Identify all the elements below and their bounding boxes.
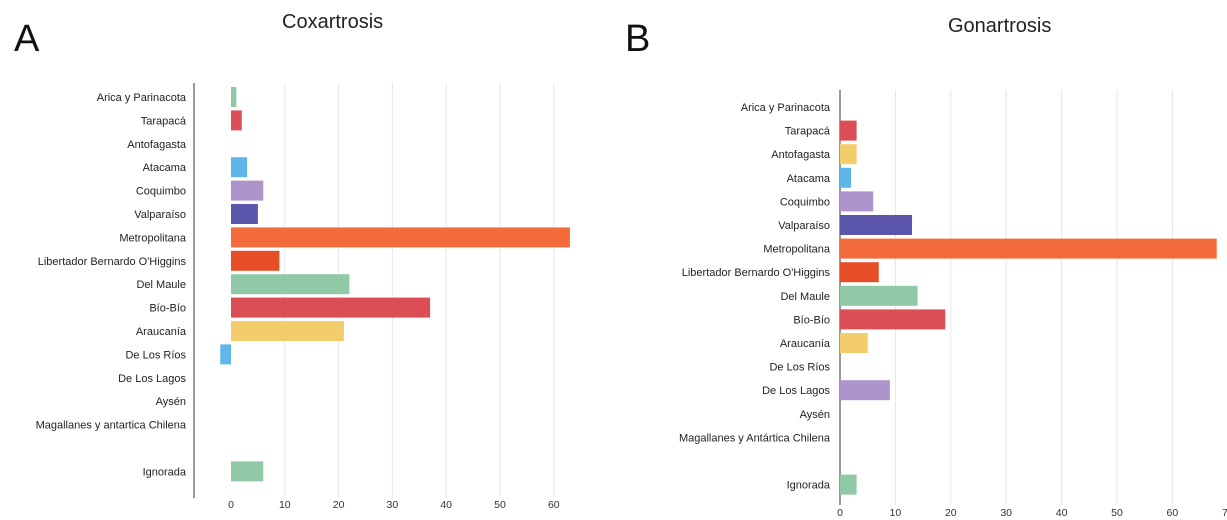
x-tick-label: 40 [440, 499, 452, 511]
category-label: Del Maule [136, 279, 186, 291]
x-tick-label: 60 [548, 499, 560, 511]
category-label: De Los Ríos [769, 362, 830, 374]
x-tick-label: 0 [228, 499, 234, 511]
category-label: Arica y Parinacota [97, 92, 187, 104]
category-label: Atacama [143, 162, 187, 174]
x-tick-label: 30 [387, 499, 399, 511]
bar [231, 227, 570, 248]
x-tick-label: 20 [333, 499, 345, 511]
category-label: Antofagasta [771, 149, 831, 161]
category-label: Valparaíso [134, 209, 186, 221]
category-label: Araucanía [136, 326, 187, 338]
category-label: De Los Ríos [125, 349, 186, 361]
category-label: Ignorada [787, 480, 831, 492]
bar [840, 474, 857, 495]
bar [231, 250, 280, 271]
category-label: Magallanes y antartica Chilena [36, 420, 187, 432]
bar [840, 309, 946, 330]
bar [840, 191, 874, 212]
category-label: Araucanía [780, 338, 831, 350]
category-label: Tarapacá [785, 126, 831, 138]
x-tick-label: 40 [1056, 507, 1068, 519]
x-tick-label: 50 [494, 499, 506, 511]
panel-letter: A [14, 18, 40, 60]
bar [840, 333, 868, 353]
category-label: Libertador Bernardo O'Higgins [682, 267, 831, 279]
category-label: Valparaíso [778, 220, 830, 232]
x-tick-label: 10 [279, 499, 291, 511]
bar-chart: Arica y Parinacota Tarapacá Antofagasta Ata… [679, 90, 1227, 519]
chart-title: Coxartrosis [282, 11, 384, 33]
bar [840, 167, 852, 188]
category-label: Magallanes y Antártica Chilena [679, 432, 831, 444]
bar [231, 87, 237, 107]
bar [231, 157, 248, 178]
bar [840, 262, 879, 283]
category-label: Ignorada [143, 466, 187, 478]
x-tick-label: 30 [1000, 507, 1012, 519]
bar [231, 461, 264, 482]
category-label: Coquimbo [136, 186, 186, 198]
bar [840, 285, 918, 306]
category-label: Atacama [787, 173, 831, 185]
chart-panel-coxartrosis: A Coxartrosis Arica y Parinacota Tarapacá… [0, 0, 610, 520]
category-label: Coquimbo [780, 196, 830, 208]
bar [231, 204, 258, 224]
bar [231, 321, 344, 341]
category-label: Tarapacá [141, 115, 187, 127]
category-label: Antofagasta [127, 139, 187, 151]
bar-chart: Arica y Parinacota Tarapacá Antofagasta Ata… [36, 83, 570, 511]
bar [840, 238, 1217, 259]
x-tick-label: 0 [837, 507, 843, 519]
x-tick-label: 60 [1167, 507, 1179, 519]
category-label: Bío-Bío [793, 314, 830, 326]
category-label: Metropolitana [763, 244, 831, 256]
category-label: Arica y Parinacota [741, 102, 831, 114]
chart-panel-gonartrosis: B Gonartrosis Arica y Parinacota Tarapacá… [615, 0, 1227, 520]
x-tick-label: 20 [945, 507, 957, 519]
x-tick-label: 50 [1111, 507, 1123, 519]
category-label: De Los Lagos [118, 373, 186, 385]
bar [231, 297, 431, 318]
bar [840, 215, 913, 235]
bar [220, 344, 231, 365]
bar [840, 120, 857, 141]
category-label: Aysén [800, 409, 830, 421]
category-label: De Los Lagos [762, 385, 830, 397]
category-label: Metropolitana [119, 232, 187, 244]
bar [231, 274, 350, 295]
bar [840, 144, 857, 165]
category-label: Aysén [156, 396, 186, 408]
x-tick-label: 70 [1222, 507, 1227, 519]
bar [840, 380, 890, 401]
panel-letter: B [625, 18, 651, 60]
x-tick-label: 10 [890, 507, 902, 519]
bar [231, 110, 242, 131]
chart-title: Gonartrosis [948, 15, 1052, 37]
bar [231, 180, 264, 201]
category-label: Bío-Bío [149, 303, 186, 315]
category-label: Libertador Bernardo O'Higgins [38, 256, 187, 268]
category-label: Del Maule [780, 291, 830, 303]
